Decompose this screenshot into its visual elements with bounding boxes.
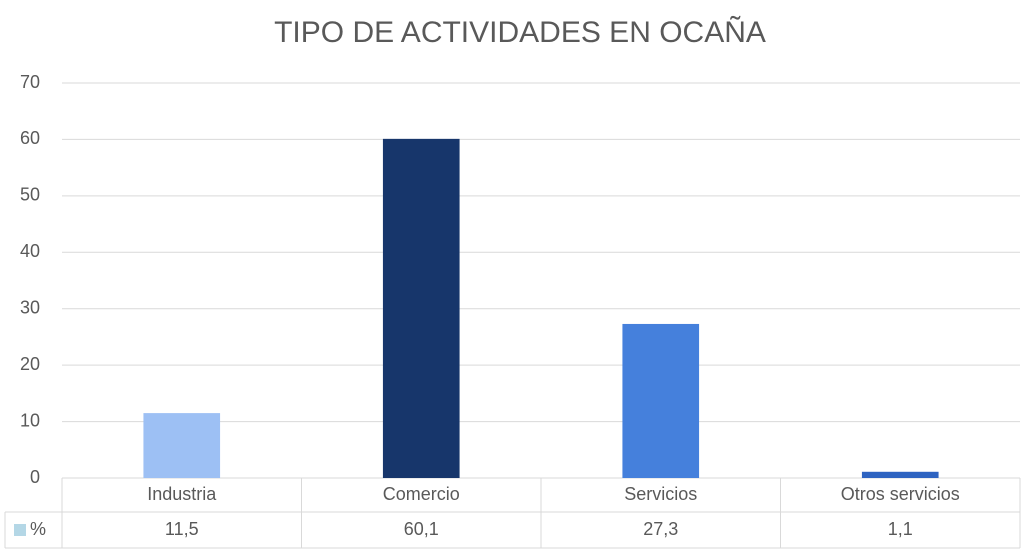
x-tick-label: Industria xyxy=(147,484,217,504)
bar xyxy=(861,471,939,478)
y-tick-label: 40 xyxy=(20,241,40,261)
legend-key xyxy=(14,524,26,536)
bar xyxy=(143,413,221,478)
table-value: 11,5 xyxy=(165,519,199,539)
bar xyxy=(382,138,460,478)
x-tick-label: Comercio xyxy=(383,484,460,504)
table-value: 27,3 xyxy=(643,519,678,539)
y-tick-label: 30 xyxy=(20,297,40,317)
y-tick-label: 60 xyxy=(20,128,40,148)
y-tick-label: 70 xyxy=(20,72,40,92)
x-tick-label: Otros servicios xyxy=(841,484,960,504)
y-tick-label: 10 xyxy=(20,410,40,430)
y-tick-label: 50 xyxy=(20,185,40,205)
chart-title: TIPO DE ACTIVIDADES EN OCAÑA xyxy=(274,15,766,49)
bar xyxy=(622,323,700,478)
table-value: 60,1 xyxy=(404,519,439,539)
legend-label: % xyxy=(30,519,46,539)
table-value: 1,1 xyxy=(888,519,913,539)
y-tick-label: 20 xyxy=(20,354,40,374)
y-tick-label: 0 xyxy=(30,467,40,487)
x-tick-label: Servicios xyxy=(624,484,697,504)
